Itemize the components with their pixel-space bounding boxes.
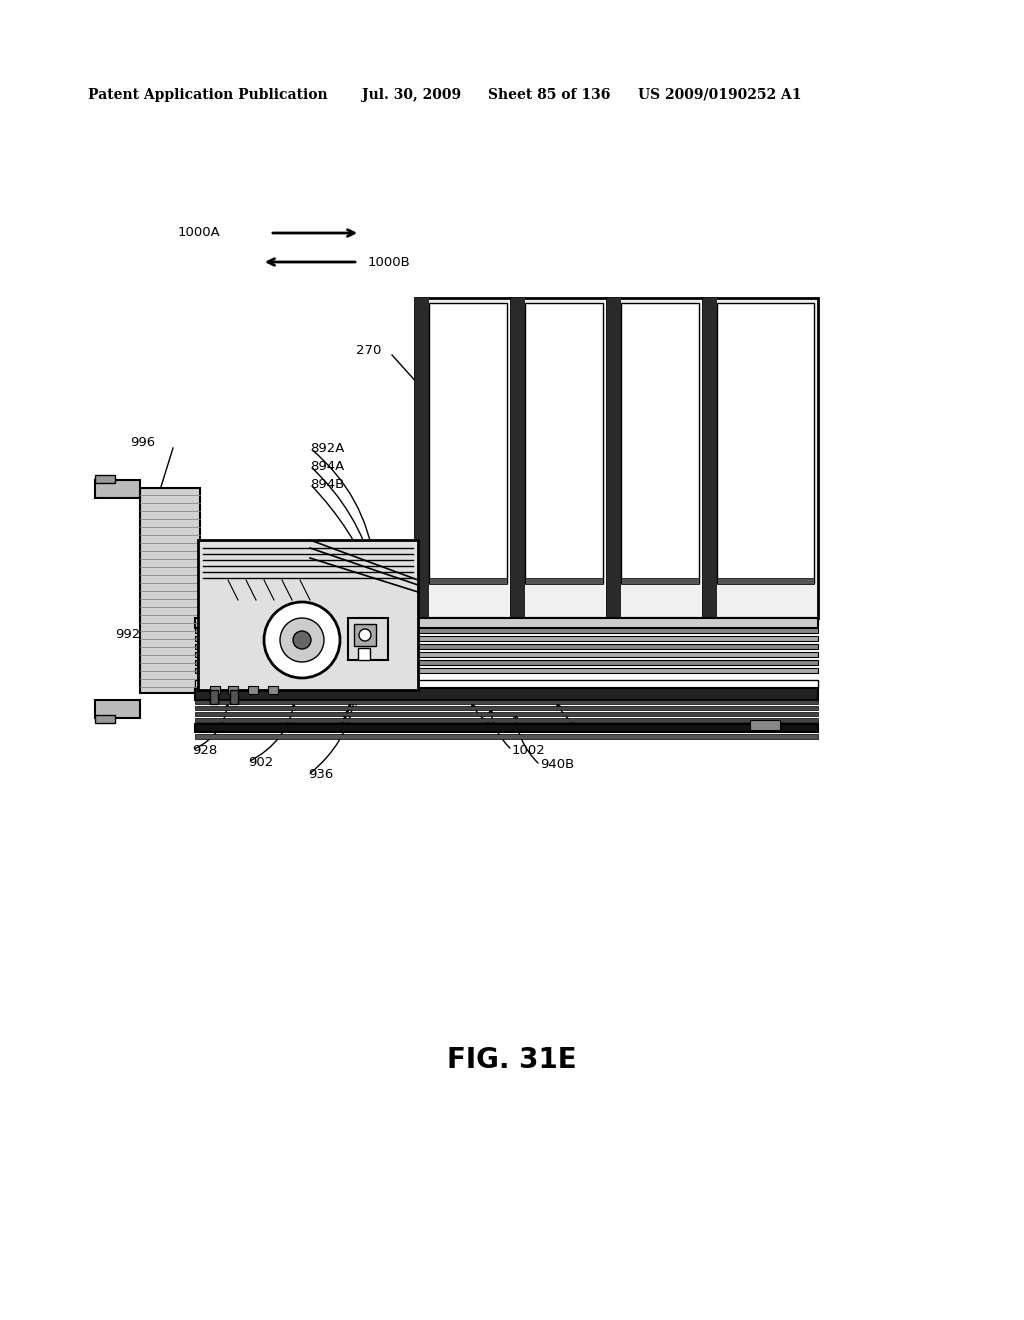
Text: 894A: 894A	[310, 459, 344, 473]
Bar	[750, 719, 780, 730]
Bar	[268, 686, 278, 694]
Bar	[525, 304, 603, 583]
Bar	[195, 723, 818, 733]
Text: 890A: 890A	[580, 722, 614, 734]
Bar	[195, 644, 818, 649]
Bar	[415, 618, 818, 626]
Circle shape	[293, 631, 311, 649]
Text: 892A: 892A	[310, 441, 344, 454]
Bar	[525, 578, 603, 583]
Bar	[95, 480, 140, 498]
Text: 894B: 894B	[310, 478, 344, 491]
Bar	[358, 648, 370, 660]
Bar	[429, 304, 507, 583]
Bar	[195, 718, 818, 722]
Text: 902: 902	[248, 755, 273, 768]
Circle shape	[264, 602, 340, 678]
Bar	[210, 686, 220, 694]
Text: 936: 936	[308, 768, 333, 781]
Bar	[195, 618, 818, 628]
Bar	[140, 488, 200, 693]
Text: Patent Application Publication: Patent Application Publication	[88, 88, 328, 102]
Bar	[703, 298, 717, 618]
Bar	[621, 304, 699, 583]
Bar	[511, 298, 525, 618]
Bar	[195, 668, 818, 673]
Text: FIG. 31E: FIG. 31E	[447, 1045, 577, 1074]
Text: Sheet 85 of 136: Sheet 85 of 136	[488, 88, 610, 102]
Bar	[195, 734, 818, 739]
Circle shape	[359, 630, 371, 642]
Text: 270: 270	[356, 343, 381, 356]
Text: 886: 886	[498, 722, 523, 734]
Text: 1002: 1002	[512, 743, 546, 756]
Text: 1000B: 1000B	[368, 256, 411, 268]
Circle shape	[280, 618, 324, 663]
Bar	[195, 680, 818, 688]
Bar	[230, 690, 238, 704]
Bar	[195, 700, 818, 704]
Bar	[228, 686, 238, 694]
Bar	[621, 578, 699, 583]
Text: US 2009/0190252 A1: US 2009/0190252 A1	[638, 88, 802, 102]
Text: 996: 996	[130, 437, 155, 450]
Bar	[429, 578, 507, 583]
Bar	[195, 660, 818, 665]
Bar	[198, 540, 418, 690]
Text: 1000A: 1000A	[178, 227, 221, 239]
Text: Jul. 30, 2009: Jul. 30, 2009	[362, 88, 461, 102]
Bar	[95, 700, 140, 718]
Bar	[95, 475, 115, 483]
Text: 928: 928	[193, 743, 217, 756]
Bar	[195, 688, 818, 700]
Bar	[195, 636, 818, 642]
Bar	[717, 304, 814, 583]
Bar	[195, 706, 818, 710]
Bar	[195, 628, 818, 634]
Bar	[415, 298, 429, 618]
Bar	[354, 624, 376, 645]
Bar	[210, 690, 218, 704]
Text: 992: 992	[115, 628, 140, 642]
Text: 940B: 940B	[540, 759, 574, 771]
Bar	[95, 715, 115, 723]
Bar	[248, 686, 258, 694]
Bar	[415, 298, 818, 618]
Bar	[195, 711, 818, 715]
Bar	[348, 618, 388, 660]
Bar	[607, 298, 621, 618]
Bar	[717, 578, 814, 583]
Bar	[195, 652, 818, 657]
